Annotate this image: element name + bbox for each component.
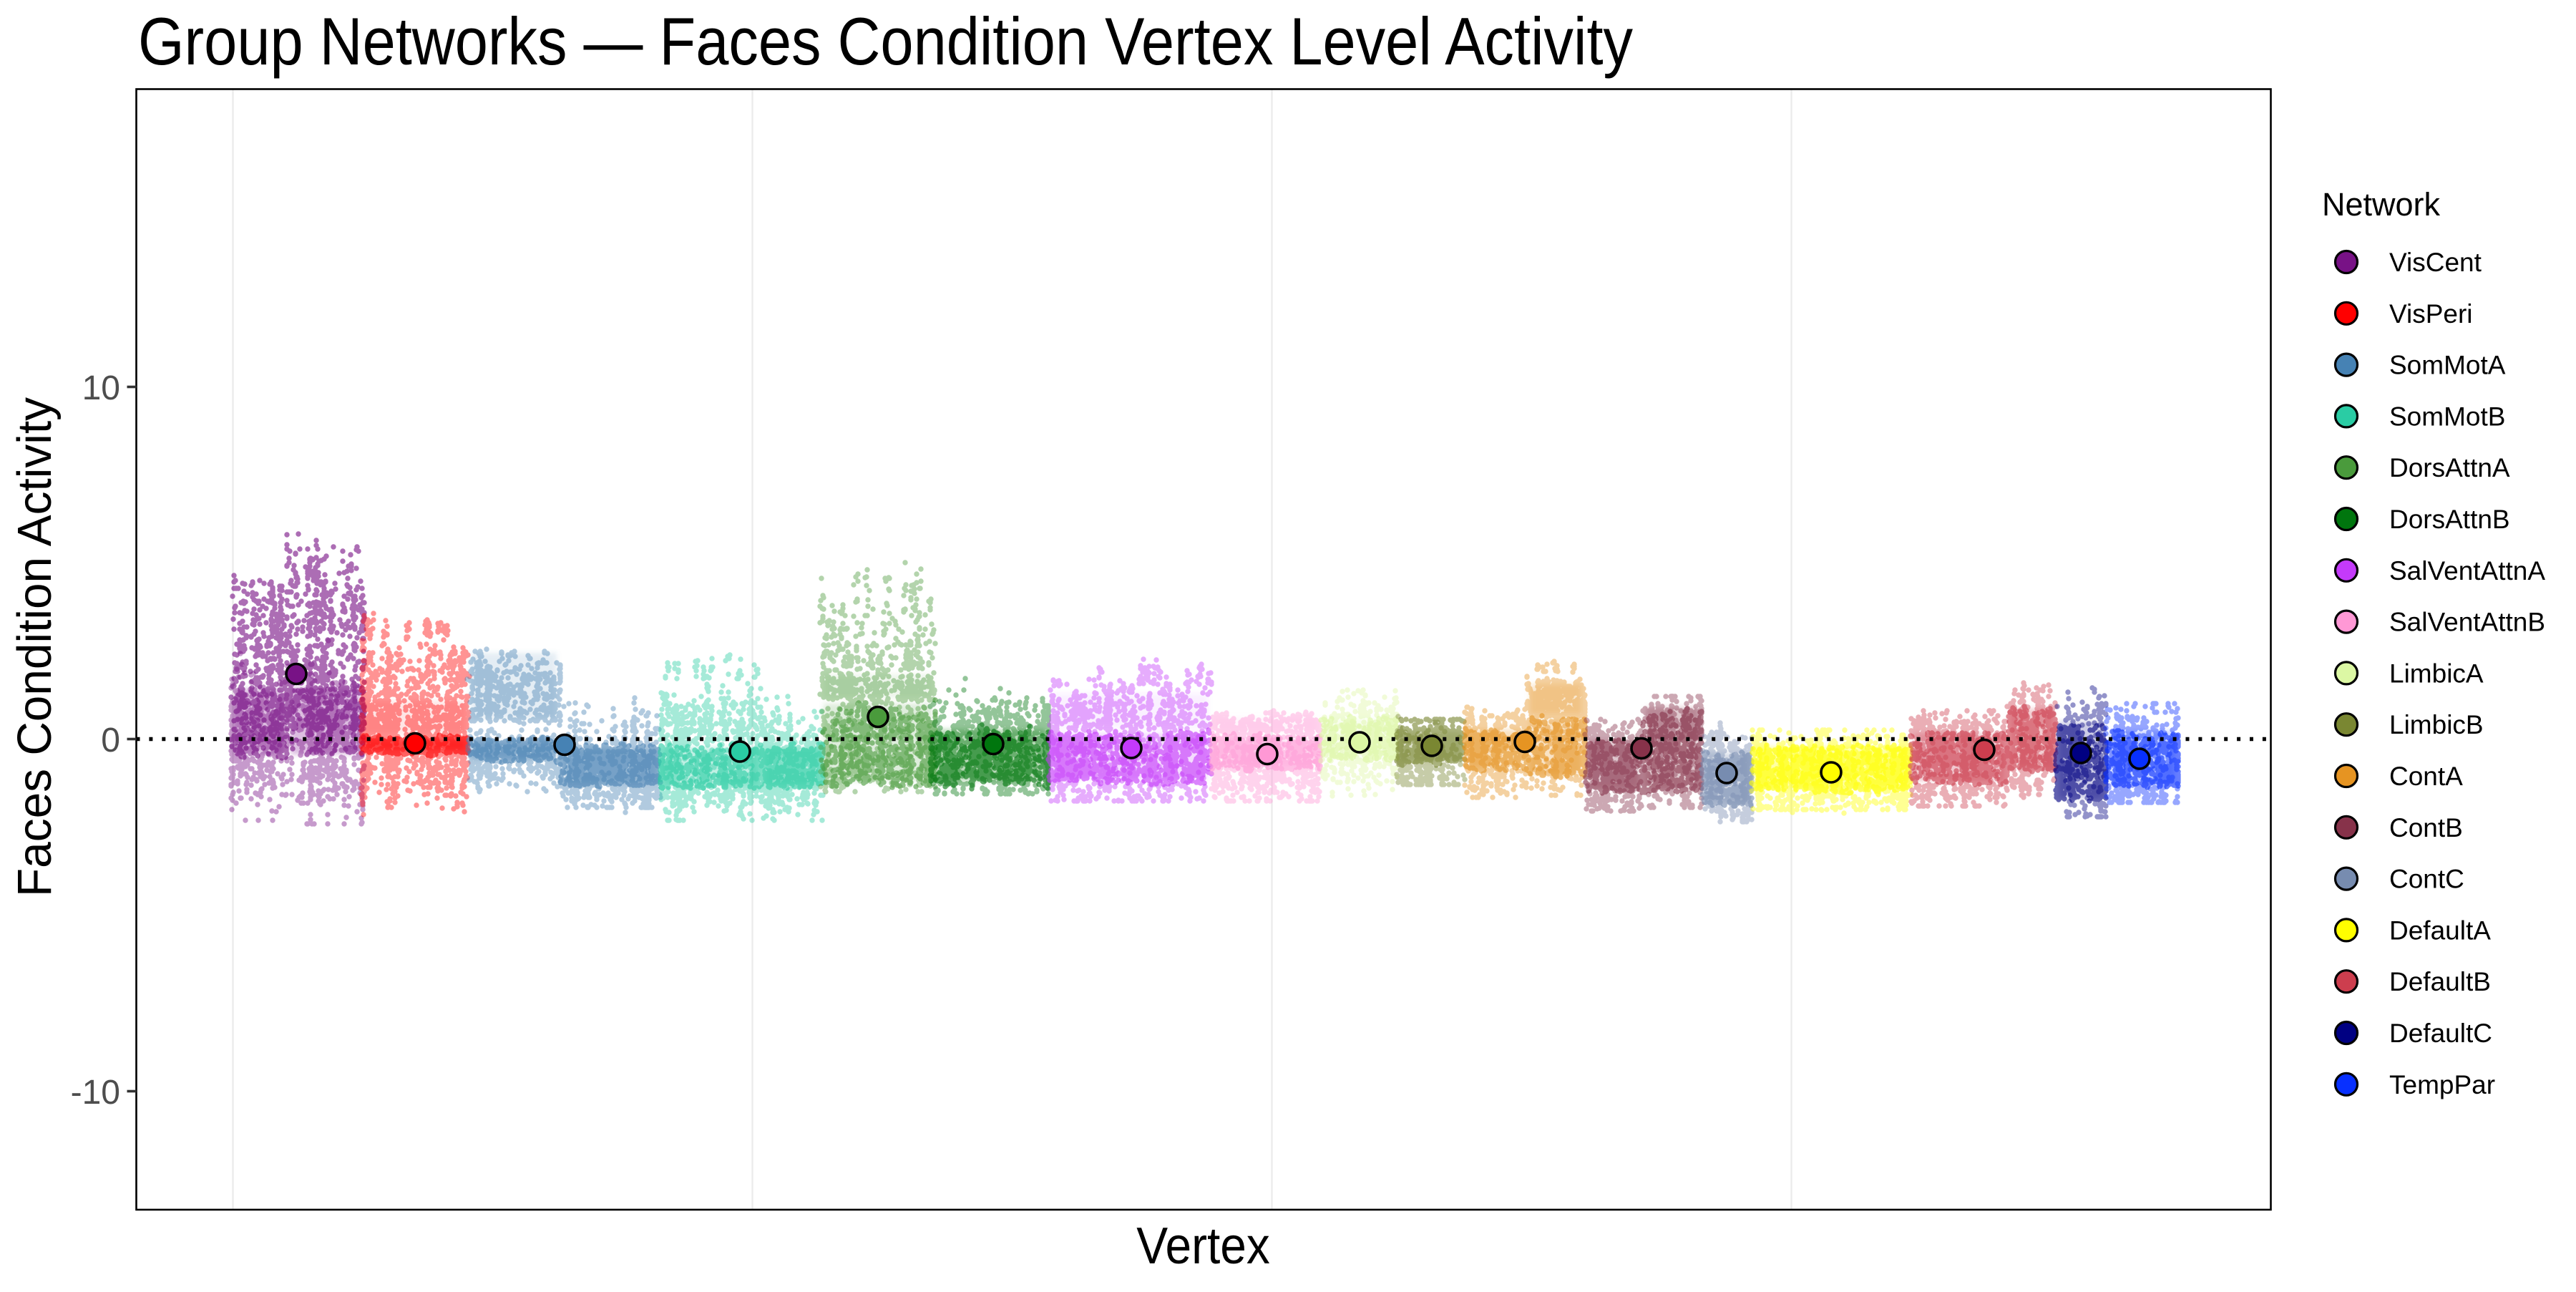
svg-text:SalVentAttnB: SalVentAttnB — [2389, 608, 2545, 637]
svg-text:DefaultA: DefaultA — [2389, 915, 2491, 945]
svg-text:Network: Network — [2322, 186, 2441, 223]
svg-text:TempPar: TempPar — [2389, 1070, 2495, 1099]
svg-text:DefaultC: DefaultC — [2389, 1019, 2492, 1048]
svg-text:VisCent: VisCent — [2389, 248, 2482, 277]
svg-text:DorsAttnB: DorsAttnB — [2389, 505, 2510, 534]
svg-text:Group Networks — Faces Conditi: Group Networks — Faces Condition Vertex … — [138, 4, 1633, 79]
svg-text:SalVentAttnA: SalVentAttnA — [2389, 556, 2545, 586]
svg-text:ContC: ContC — [2389, 865, 2464, 894]
svg-text:ContB: ContB — [2389, 813, 2463, 842]
svg-text:Vertex: Vertex — [1136, 1218, 1270, 1275]
svg-text:LimbicA: LimbicA — [2389, 659, 2484, 688]
svg-text:DefaultB: DefaultB — [2389, 967, 2491, 996]
svg-text:Faces Condition Activity: Faces Condition Activity — [8, 397, 62, 897]
svg-text:10: 10 — [82, 369, 120, 407]
svg-text:VisPeri: VisPeri — [2389, 299, 2473, 329]
svg-text:DorsAttnA: DorsAttnA — [2389, 453, 2510, 482]
svg-text:SomMotA: SomMotA — [2389, 351, 2506, 380]
svg-text:-10: -10 — [71, 1074, 120, 1112]
svg-text:SomMotB: SomMotB — [2389, 402, 2505, 431]
svg-text:0: 0 — [101, 722, 120, 759]
svg-text:LimbicB: LimbicB — [2389, 710, 2484, 739]
svg-text:ContA: ContA — [2389, 762, 2463, 791]
